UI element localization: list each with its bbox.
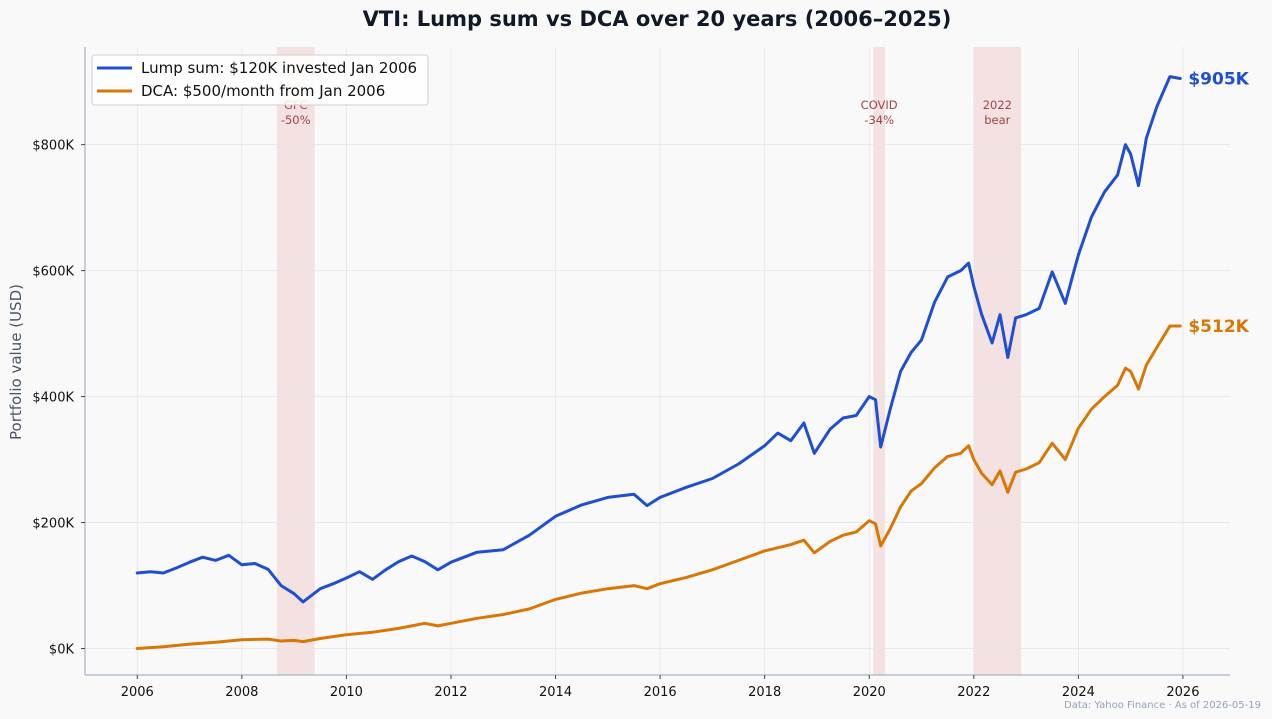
x-tick-label-8: 2022 (957, 685, 990, 700)
shaded-period-0 (276, 47, 315, 675)
series-line-0 (135, 75, 1182, 604)
x-tick-label-7: 2020 (853, 685, 886, 700)
shaded-period-1 (873, 47, 885, 675)
y-tick-label-1: $200K (32, 517, 74, 532)
shaded-period-label-1-0: COVID (861, 98, 898, 112)
y-tick-label-3: $600K (32, 265, 74, 280)
series-line-1 (135, 324, 1182, 650)
legend: Lump sum: $120K invested Jan 2006 DCA: $… (91, 54, 429, 106)
chart-title: VTI: Lump sum vs DCA over 20 years (2006… (363, 7, 952, 31)
series-end-labels: $905K $512K (1188, 69, 1249, 337)
x-tick-label-1: 2008 (225, 685, 258, 700)
shaded-period-label-2-1: bear (984, 113, 1010, 127)
shaded-period-label-0-1: -50% (281, 113, 311, 127)
shaded-periods (276, 47, 1021, 675)
series-end-label-0: $905K (1188, 69, 1249, 89)
series-end-label-1: $512K (1188, 317, 1249, 337)
shaded-period-label-1-1: -34% (864, 113, 894, 127)
y-tick-label-2: $400K (32, 391, 74, 406)
x-tick-label-6: 2018 (748, 685, 781, 700)
y-tick-label-0: $0K (49, 643, 75, 658)
grid-lines (85, 47, 1230, 675)
x-tick-label-9: 2024 (1062, 685, 1095, 700)
y-tick-label-4: $800K (32, 139, 74, 154)
x-tick-label-0: 2006 (121, 685, 154, 700)
series-lines (135, 75, 1182, 650)
axes (84, 47, 1230, 676)
legend-entry-dca: DCA: $500/month from Jan 2006 (141, 82, 385, 100)
source-note: Data: Yahoo Finance · As of 2026-05-19 (1064, 700, 1261, 711)
y-axis-label: Portfolio value (USD) (7, 284, 25, 440)
x-tick-label-4: 2014 (539, 685, 572, 700)
x-tick-label-10: 2026 (1166, 685, 1199, 700)
x-tick-label-3: 2012 (434, 685, 467, 700)
legend-box (91, 54, 429, 106)
x-tick-label-2: 2010 (330, 685, 363, 700)
shaded-period-2 (973, 47, 1021, 675)
x-tick-label-5: 2016 (644, 685, 677, 700)
shaded-period-label-2-0: 2022 (983, 98, 1012, 112)
tick-labels: 2006 2008 2010 2012 2014 2016 2018 2020 2022 2024… (32, 139, 1199, 700)
legend-entry-lump-sum: Lump sum: $120K invested Jan 2006 (141, 59, 417, 77)
